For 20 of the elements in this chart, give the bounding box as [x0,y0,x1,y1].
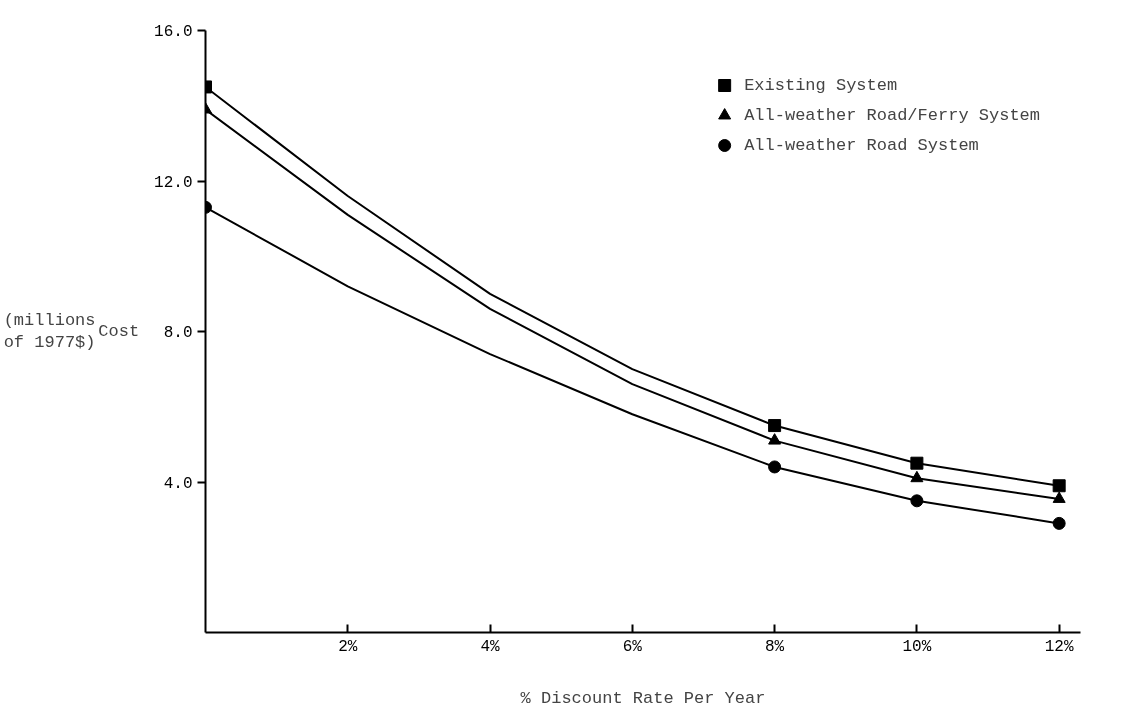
y-tick-label: 4.0 [163,474,193,493]
y-tick-label: 16.0 [154,23,193,41]
x-tick-label: 8% [765,637,785,656]
text: (millions of 1977$) [3,310,96,353]
x-tick-label: 2% [338,637,358,656]
point [910,456,924,470]
point [1052,479,1066,493]
x-tick-label: 10% [902,637,932,656]
y-tick-label: 8.0 [163,324,193,342]
x-tick-label: 6% [622,637,643,656]
legend-label: All-weather Road System [744,135,979,155]
x-axis-title: % Discount Rate Per Year [520,688,766,708]
y-tick-label: 12.0 [154,173,193,192]
legend-label: All-weather Road/Ferry System [744,105,1040,125]
x-tick-label: 12% [1044,637,1074,656]
legend-label: Existing System [744,75,898,95]
x-tick-label: 4% [480,637,501,656]
point [1052,491,1066,503]
y-axis-title: Cost [98,322,140,341]
point [1052,516,1066,530]
